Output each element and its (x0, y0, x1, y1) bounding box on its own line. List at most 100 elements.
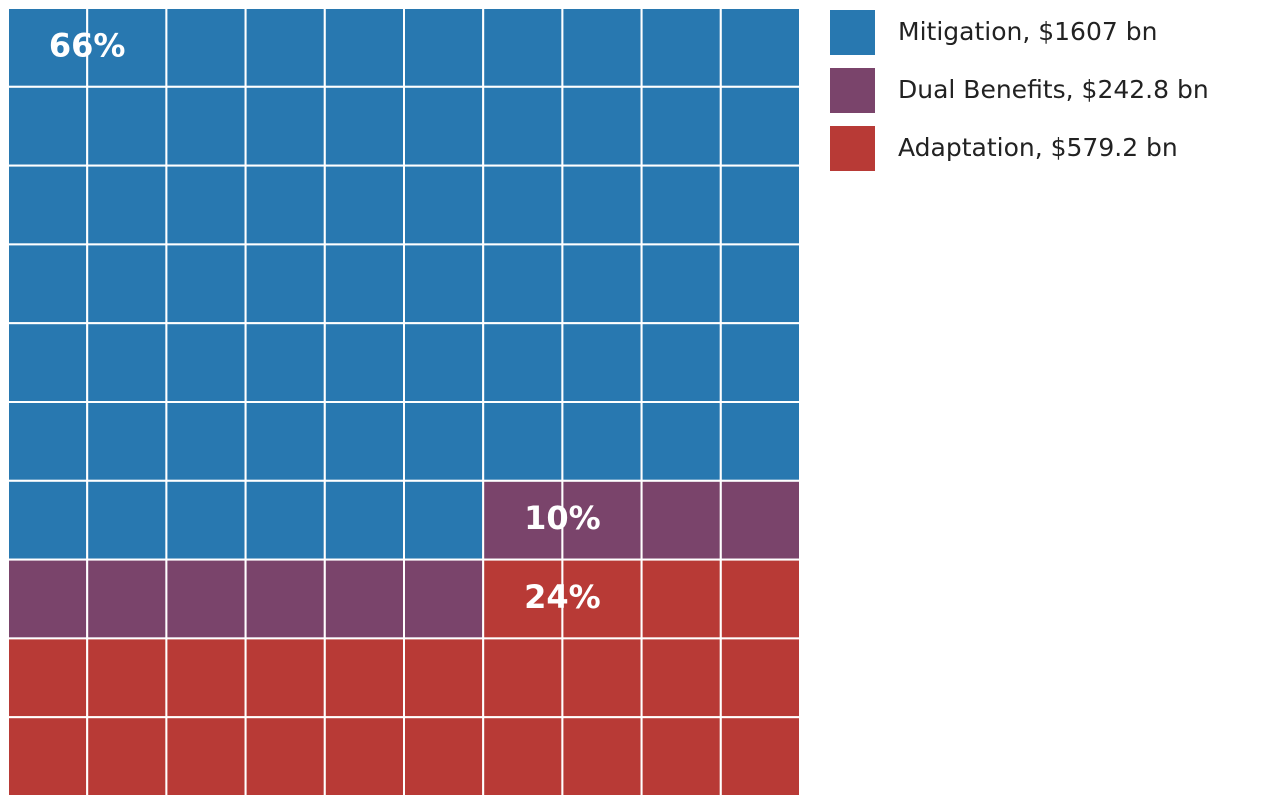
waffle-cell (7, 7, 89, 88)
waffle-cell (719, 401, 801, 482)
waffle-cell (7, 164, 89, 246)
waffle-cell (719, 479, 801, 561)
legend-swatch (830, 126, 875, 171)
waffle-cell (719, 164, 801, 246)
waffle-cell (403, 243, 485, 325)
waffle-cell (244, 716, 326, 796)
legend-label: Dual Benefits, $242.8 bn (898, 75, 1209, 104)
waffle-cell (482, 85, 564, 167)
waffle-cell (482, 637, 564, 719)
waffle-cell (323, 479, 405, 561)
waffle-cell (561, 322, 643, 404)
waffle-cell (403, 479, 485, 561)
waffle-cell (323, 637, 405, 719)
waffle-cell (561, 164, 643, 246)
waffle-cell (640, 716, 722, 796)
waffle-cell (640, 7, 722, 88)
waffle-cell (403, 637, 485, 719)
waffle-cell (7, 558, 89, 640)
waffle-cell (323, 558, 405, 640)
waffle-cell (7, 322, 89, 404)
waffle-cell (7, 716, 89, 796)
waffle-cell (86, 7, 168, 88)
legend-swatch (830, 10, 875, 55)
legend-swatch (830, 68, 875, 113)
waffle-cell (640, 558, 722, 640)
waffle-cell (7, 401, 89, 482)
waffle-cell (165, 716, 247, 796)
waffle-cell (561, 401, 643, 482)
waffle-cell (719, 85, 801, 167)
waffle-cell (719, 558, 801, 640)
value-label: 66% (49, 26, 126, 64)
waffle-cell (719, 716, 801, 796)
waffle-cell (7, 479, 89, 561)
waffle-cell (561, 85, 643, 167)
legend-label: Mitigation, $1607 bn (898, 17, 1157, 46)
waffle-cell (561, 558, 643, 640)
waffle-cell (165, 322, 247, 404)
waffle-cell (482, 716, 564, 796)
waffle-cell (482, 7, 564, 88)
waffle-cell (403, 85, 485, 167)
waffle-cell (482, 164, 564, 246)
waffle-cell (403, 164, 485, 246)
waffle-cell (244, 243, 326, 325)
waffle-cell (86, 558, 168, 640)
waffle-cell (86, 479, 168, 561)
waffle-cell (244, 85, 326, 167)
waffle-cell (165, 479, 247, 561)
waffle-cell (7, 243, 89, 325)
waffle-cell (403, 558, 485, 640)
waffle-cell (640, 322, 722, 404)
waffle-cell (719, 243, 801, 325)
waffle-cell (561, 716, 643, 796)
waffle-cell (323, 716, 405, 796)
waffle-cell (86, 322, 168, 404)
waffle-cell (244, 558, 326, 640)
value-label: 24% (524, 578, 601, 616)
waffle-cell (323, 322, 405, 404)
waffle-cell (86, 243, 168, 325)
waffle-cell (165, 637, 247, 719)
waffle-cell (165, 558, 247, 640)
value-label: 10% (524, 499, 601, 537)
waffle-cell (323, 85, 405, 167)
waffle-cell (640, 85, 722, 167)
waffle-cell (244, 322, 326, 404)
waffle-cell (244, 164, 326, 246)
waffle-cell (719, 637, 801, 719)
waffle-cell (482, 322, 564, 404)
waffle-cell (403, 322, 485, 404)
waffle-cell (323, 243, 405, 325)
waffle-cell (244, 401, 326, 482)
waffle-cell (323, 164, 405, 246)
waffle-cell (640, 479, 722, 561)
waffle-cell (7, 85, 89, 167)
waffle-cell (86, 637, 168, 719)
waffle-cell (86, 85, 168, 167)
waffle-cell (165, 164, 247, 246)
waffle-cell (323, 401, 405, 482)
waffle-cell (482, 243, 564, 325)
waffle-cell (640, 243, 722, 325)
waffle-cell (403, 401, 485, 482)
waffle-cell (86, 716, 168, 796)
waffle-cell (244, 7, 326, 88)
waffle-cell (7, 637, 89, 719)
waffle-cell (165, 243, 247, 325)
waffle-cell (719, 322, 801, 404)
waffle-cell (640, 637, 722, 719)
waffle-cell (86, 164, 168, 246)
legend-label: Adaptation, $579.2 bn (898, 133, 1178, 162)
waffle-cell (561, 243, 643, 325)
waffle-cell (244, 479, 326, 561)
waffle-cell (482, 401, 564, 482)
waffle-cell (403, 7, 485, 88)
waffle-cell (561, 7, 643, 88)
waffle-cell (561, 637, 643, 719)
waffle-cell (640, 401, 722, 482)
waffle-cell (640, 164, 722, 246)
waffle-cell (165, 401, 247, 482)
